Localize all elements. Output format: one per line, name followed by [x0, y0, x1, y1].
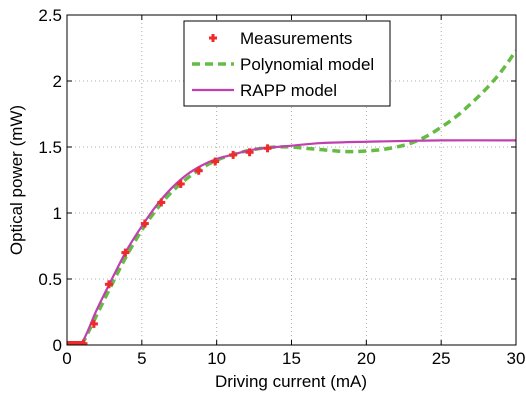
- series-line-rapp-model: [67, 139, 516, 345]
- measurement-point-2: [70, 341, 79, 345]
- x-axis-label: Driving current (mA): [215, 372, 367, 391]
- y-axis-label: Optical power (mW): [7, 105, 26, 255]
- measurement-point-8: [121, 248, 130, 257]
- measurement-point-15: [245, 148, 254, 157]
- measurement-point-9: [140, 219, 149, 228]
- measurement-point-3: [73, 341, 82, 345]
- y-tick-label-1: 0.5: [38, 270, 62, 289]
- legend-label-0: Measurements: [240, 29, 352, 48]
- plot-area: [67, 49, 516, 345]
- x-tick-label-2: 10: [207, 349, 226, 368]
- measurement-point-1: [67, 341, 76, 345]
- y-tick-label-5: 2.5: [38, 6, 62, 25]
- x-tick-label-4: 20: [357, 349, 376, 368]
- x-tick-label-3: 15: [282, 349, 301, 368]
- y-tick-label-3: 1.5: [38, 138, 62, 157]
- legend-label-1: Polynomial model: [240, 55, 374, 74]
- measurement-point-13: [211, 157, 220, 166]
- legend: Measurements Polynomial model RAPP model: [183, 20, 391, 107]
- y-tick-label-0: 0: [53, 336, 62, 355]
- x-tick-label-5: 25: [432, 349, 451, 368]
- measurement-point-7: [104, 280, 113, 289]
- measurement-point-5: [79, 339, 88, 345]
- measurement-point-16: [263, 144, 272, 153]
- measurement-point-12: [194, 166, 203, 175]
- y-tick-label-4: 2: [53, 72, 62, 91]
- legend-marker-0: [209, 34, 217, 42]
- y-tick-label-2: 1: [53, 204, 62, 223]
- measurement-point-6: [89, 319, 98, 328]
- measurement-point-11: [176, 179, 185, 188]
- axis-ticks: 0 5 10 15 20 25 30 0 0.5 1 1.5 2 2.5: [38, 6, 525, 368]
- measurement-point-10: [157, 198, 166, 207]
- measurement-point-14: [229, 150, 238, 159]
- x-tick-label-1: 5: [137, 349, 146, 368]
- legend-label-2: RAPP model: [240, 81, 337, 100]
- x-tick-label-6: 30: [507, 349, 526, 368]
- series-line-polynomial-model: [80, 49, 516, 345]
- x-tick-label-0: 0: [62, 349, 71, 368]
- measurement-point-0: [67, 341, 73, 345]
